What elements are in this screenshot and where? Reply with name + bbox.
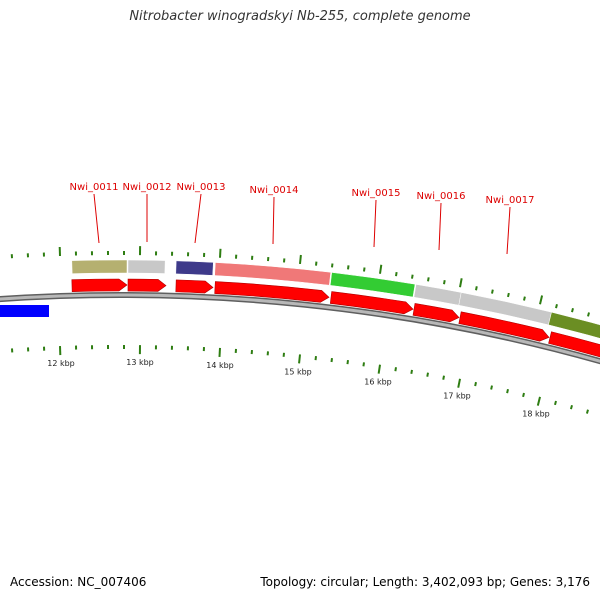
label-leader-line — [438, 202, 442, 251]
label-leader-line — [373, 199, 377, 248]
scale-label: 17 kbp — [443, 392, 471, 401]
accession-text: Accession: NC_007406 — [10, 575, 147, 589]
bottom-tick-major — [298, 354, 301, 364]
cog-track — [71, 259, 600, 339]
cog-bar — [175, 260, 214, 276]
bottom-tick-major — [377, 364, 381, 374]
gene-arrow — [548, 331, 600, 358]
gene-label: Nwi_0014 — [250, 185, 299, 196]
bottom-tick-minor — [410, 369, 413, 375]
bottom-tick-minor — [585, 409, 589, 414]
bottom-tick-major — [536, 396, 541, 406]
top-tick-major — [539, 295, 544, 305]
cog-bar — [548, 311, 600, 339]
top-tick-minor — [571, 308, 574, 313]
scale-label: 14 kbp — [206, 361, 234, 370]
label-leader-line — [506, 206, 511, 255]
scale-labels: 12 kbp 13 kbp 14 kbp 15 kbp 16 kbp 17 kbp 18 k… — [47, 358, 550, 418]
scale-label: 18 kbp — [522, 410, 550, 419]
scale-label: 13 kbp — [126, 358, 154, 367]
map-title: Nitrobacter winogradskyi Nb-255, complet… — [129, 9, 471, 24]
top-tick-minor — [363, 267, 366, 272]
cog-bar — [329, 272, 416, 298]
bottom-tick-minor — [442, 375, 445, 380]
gene-label: Nwi_0012 — [123, 182, 172, 193]
tick-track-bottom — [11, 345, 589, 414]
top-tick-minor — [555, 304, 558, 309]
blue-feature-bar — [0, 305, 49, 317]
cog-bar — [214, 262, 332, 286]
top-tick-major — [459, 278, 463, 288]
backbone-arc — [0, 293, 600, 363]
gene-arrow — [175, 279, 214, 294]
gene-arrow — [127, 278, 167, 292]
bottom-tick-minor — [490, 385, 493, 390]
genome-summary-text: Topology: circular; Length: 3,402,093 bp… — [260, 575, 590, 589]
gene-arrow — [214, 281, 330, 303]
gene-track — [71, 278, 600, 358]
genome-backbone — [0, 292, 600, 365]
cog-bar — [127, 259, 166, 274]
top-tick-minor — [491, 289, 494, 294]
bottom-tick-major — [457, 378, 461, 388]
bottom-tick-minor — [474, 381, 477, 387]
label-leader-line — [272, 196, 275, 245]
gene-label: Nwi_0013 — [177, 182, 226, 193]
scale-label: 15 kbp — [284, 367, 312, 376]
scale-label: 12 kbp — [47, 359, 75, 368]
top-tick-major — [299, 254, 302, 265]
gene-arrow — [329, 291, 414, 315]
bottom-tick-minor — [394, 367, 397, 372]
bottom-tick-minor — [426, 372, 429, 377]
gene-label: Nwi_0015 — [352, 188, 401, 199]
top-tick-minor — [411, 274, 414, 279]
tick-track-top — [10, 246, 590, 317]
top-tick-minor — [587, 312, 590, 317]
top-tick-major — [379, 264, 383, 274]
bottom-tick-minor — [346, 360, 349, 365]
top-tick-minor — [427, 277, 430, 282]
gene-label: Nwi_0016 — [417, 191, 466, 202]
label-leader-line — [194, 193, 202, 244]
gene-arrow — [71, 278, 128, 292]
bottom-tick-minor — [362, 362, 365, 367]
gene-label: Nwi_0017 — [486, 195, 535, 206]
top-tick-minor — [347, 265, 350, 270]
top-tick-minor — [507, 292, 510, 298]
gene-arrow — [458, 311, 550, 342]
top-tick-minor — [475, 286, 478, 291]
bottom-tick-minor — [554, 400, 557, 406]
bottom-tick-minor — [569, 405, 573, 410]
cog-bar — [413, 284, 462, 306]
bottom-tick-minor — [522, 392, 525, 398]
label-leaders — [93, 193, 511, 255]
label-leader-line — [93, 193, 100, 244]
gene-labels: Nwi_0011 Nwi_0012 Nwi_0013 Nwi_0014 Nwi_0015… — [70, 182, 535, 206]
cog-bar — [71, 259, 128, 274]
bottom-tick-minor — [506, 388, 509, 394]
bottom-tick-major — [218, 347, 221, 357]
scale-label: 16 kbp — [364, 378, 392, 387]
top-tick-minor — [523, 296, 526, 301]
top-tick-minor — [443, 280, 446, 285]
gene-arrow — [412, 303, 460, 323]
gene-label: Nwi_0011 — [70, 182, 119, 193]
top-tick-minor — [395, 272, 398, 277]
